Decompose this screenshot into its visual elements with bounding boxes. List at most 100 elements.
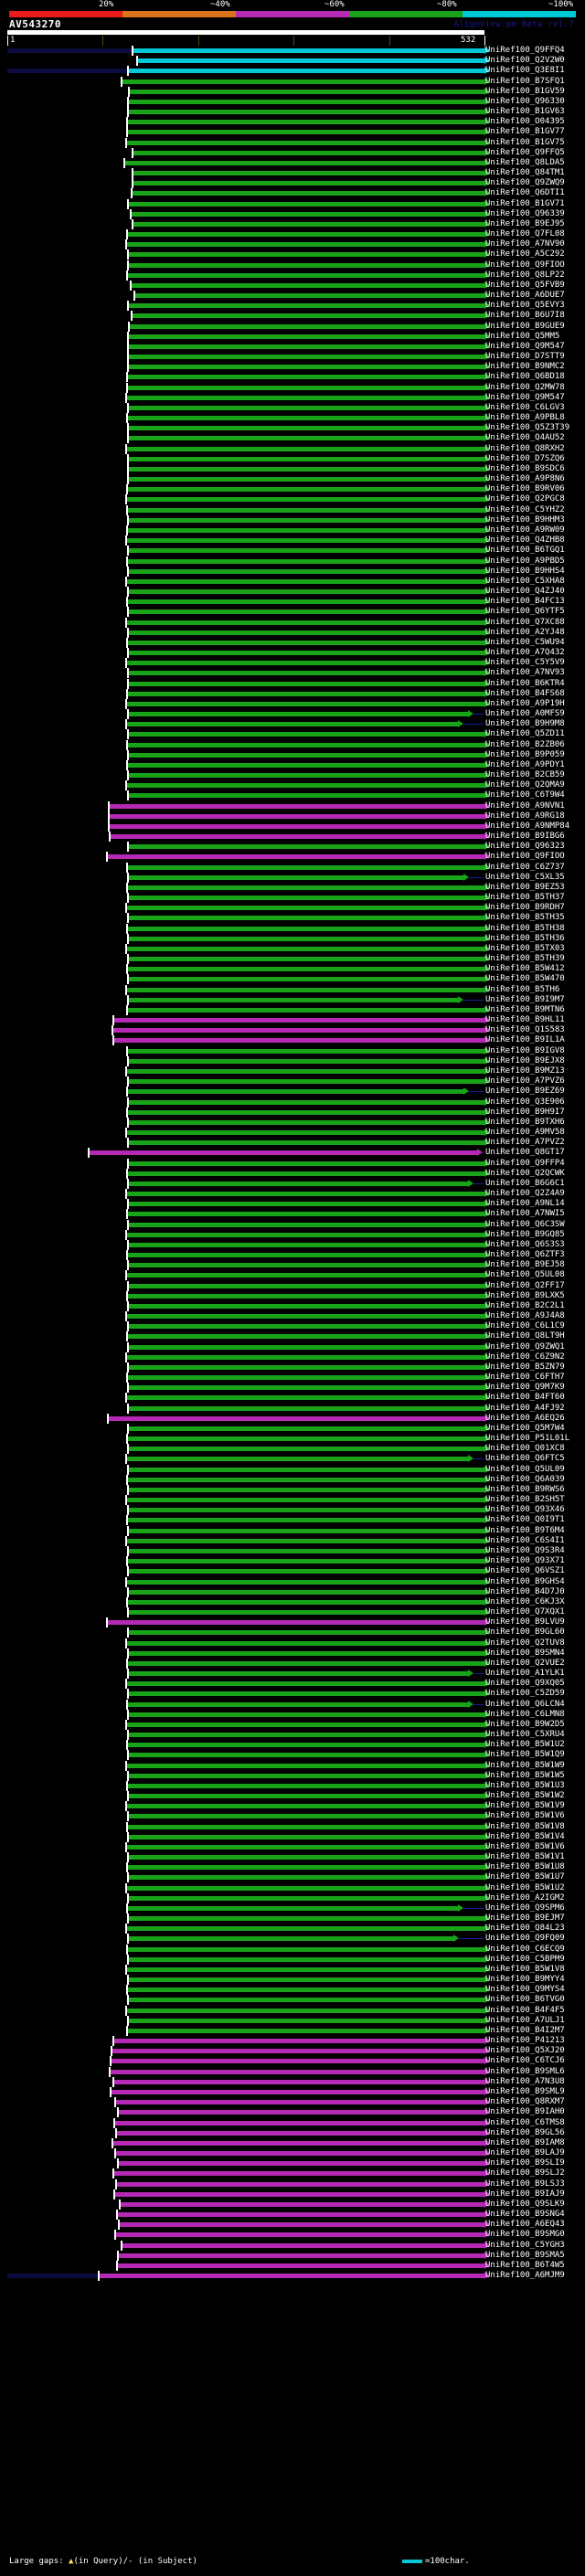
hsp-bar[interactable] (127, 201, 484, 207)
hit-label[interactable]: UniRef100_B4FC13 (485, 597, 565, 607)
hit-label[interactable]: UniRef100_Q1S583 (485, 1025, 565, 1035)
alignment-row[interactable]: UniRef100_B9IAM8 (0, 2137, 585, 2148)
hsp-bar[interactable] (115, 2100, 484, 2105)
hit-label[interactable]: UniRef100_A1YLK1 (485, 1669, 565, 1679)
hit-label[interactable]: UniRef100_B9SMG0 (485, 2230, 565, 2240)
alignment-row[interactable]: UniRef100_Q5UL08 (0, 1270, 585, 1281)
hsp-bar[interactable] (126, 375, 484, 380)
alignment-row[interactable]: UniRef100_A2IGM2 (0, 1892, 585, 1903)
hit-label[interactable]: UniRef100_B4D7J0 (485, 1586, 565, 1596)
hit-label[interactable]: UniRef100_A9RG18 (485, 811, 565, 821)
alignment-row[interactable]: UniRef100_B9IAH0 (0, 2107, 585, 2118)
hit-label[interactable]: UniRef100_B9MZ13 (485, 1066, 565, 1076)
alignment-row[interactable]: UniRef100_B9GHS4 (0, 1576, 585, 1587)
alignment-row[interactable]: UniRef100_A7Q432 (0, 648, 585, 659)
hsp-bar[interactable] (126, 1783, 484, 1788)
hit-label[interactable]: UniRef100_B5W1U2 (485, 1882, 565, 1892)
hit-label[interactable]: UniRef100_B5W1V8 (485, 1821, 565, 1831)
alignment-row[interactable]: UniRef100_Q9FFQ5 (0, 147, 585, 158)
alignment-row[interactable]: UniRef100_Q5UL09 (0, 1464, 585, 1475)
hit-label[interactable]: UniRef100_B6T4W5 (485, 2260, 565, 2270)
hit-label[interactable]: UniRef100_Q2MW78 (485, 382, 565, 392)
hsp-bar[interactable] (132, 150, 484, 155)
hit-label[interactable]: UniRef100_C6Z9N2 (485, 1352, 565, 1362)
hit-label[interactable]: UniRef100_Q9ZWQ1 (485, 1341, 565, 1352)
hsp-bar[interactable] (127, 793, 484, 799)
hit-label[interactable]: UniRef100_Q6VSZ1 (485, 1566, 565, 1576)
hsp-bar[interactable] (125, 1314, 484, 1320)
alignment-row[interactable]: UniRef100_B5TH37 (0, 893, 585, 904)
alignment-row[interactable]: UniRef100_A9MV58 (0, 1128, 585, 1139)
hsp-bar[interactable] (113, 2120, 484, 2125)
alignment-row[interactable]: UniRef100_B2C2L1 (0, 1300, 585, 1311)
hsp-bar[interactable] (126, 385, 484, 390)
hsp-bar[interactable] (126, 1701, 468, 1707)
hsp-bar[interactable] (127, 1956, 484, 1962)
alignment-row[interactable]: UniRef100_B4D7J0 (0, 1586, 585, 1597)
hsp-bar[interactable] (127, 477, 484, 482)
hsp-bar[interactable] (127, 1650, 484, 1656)
alignment-row[interactable]: UniRef100_B5W1V4 (0, 1831, 585, 1842)
alignment-row[interactable]: UniRef100_C6S4I1 (0, 1535, 585, 1546)
hit-label[interactable]: UniRef100_Q9SLK9 (485, 2199, 565, 2209)
hit-label[interactable]: UniRef100_B7SFQ1 (485, 76, 565, 86)
hsp-bar[interactable] (127, 1324, 484, 1330)
alignment-row[interactable]: UniRef100_A5C292 (0, 249, 585, 260)
alignment-row[interactable]: UniRef100_B5TH35 (0, 913, 585, 924)
hsp-bar[interactable] (125, 1804, 484, 1809)
hsp-bar[interactable] (127, 1814, 484, 1819)
hit-label[interactable]: UniRef100_Q0I9T1 (485, 1515, 565, 1525)
hsp-bar[interactable] (127, 1079, 484, 1085)
hsp-bar[interactable] (126, 416, 484, 421)
alignment-row[interactable]: UniRef100_C6FTH7 (0, 1373, 585, 1383)
alignment-row[interactable]: UniRef100_B5TH6 (0, 984, 585, 995)
hit-label[interactable]: UniRef100_A6MJM9 (485, 2271, 565, 2281)
hsp-bar[interactable] (127, 957, 484, 962)
hit-label[interactable]: UniRef100_Q2PGC8 (485, 494, 565, 504)
hsp-bar[interactable] (126, 1865, 484, 1871)
hsp-bar[interactable] (127, 651, 484, 656)
hit-label[interactable]: UniRef100_B9SML9 (485, 2087, 565, 2096)
hit-label[interactable]: UniRef100_B5W1V4 (485, 1831, 565, 1841)
hsp-bar[interactable] (119, 2222, 484, 2228)
hit-label[interactable]: UniRef100_B6KTR4 (485, 678, 565, 688)
hit-label[interactable]: UniRef100_Q2TUV8 (485, 1638, 565, 1648)
alignment-row[interactable]: UniRef100_Q9FIOO (0, 852, 585, 863)
hsp-bar[interactable] (127, 1364, 484, 1370)
hsp-bar[interactable] (127, 1058, 484, 1064)
hsp-bar[interactable] (127, 671, 484, 676)
hit-label[interactable]: UniRef100_B9RV06 (485, 484, 565, 494)
alignment-row[interactable]: UniRef100_B9EJM7 (0, 1913, 585, 1924)
alignment-row[interactable]: UniRef100_B5W1U3 (0, 1780, 585, 1791)
hsp-bar[interactable] (127, 1875, 484, 1881)
hit-label[interactable]: UniRef100_B1GV63 (485, 107, 565, 117)
hit-label[interactable]: UniRef100_B5TH6 (485, 984, 560, 994)
alignment-row[interactable]: UniRef100_B5TH36 (0, 933, 585, 944)
hsp-bar[interactable] (125, 1069, 484, 1074)
hit-label[interactable]: UniRef100_Q9FIOO (485, 852, 565, 862)
alignment-row[interactable]: UniRef100_A9PBL8 (0, 413, 585, 424)
alignment-row[interactable]: UniRef100_B9I9M7 (0, 994, 585, 1005)
hsp-bar[interactable] (126, 864, 484, 870)
alignment-row[interactable]: UniRef100_Q7XQX1 (0, 1607, 585, 1617)
alignment-row[interactable]: UniRef100_Q8LP22 (0, 270, 585, 281)
hit-label[interactable]: UniRef100_B5TH36 (485, 933, 565, 943)
hsp-bar[interactable] (125, 1498, 484, 1503)
hsp-bar[interactable] (126, 558, 484, 564)
hsp-bar[interactable] (127, 732, 484, 737)
hsp-bar[interactable] (125, 661, 484, 666)
alignment-row[interactable]: UniRef100_B1GV77 (0, 127, 585, 138)
alignment-row[interactable]: UniRef100_B5W1V9 (0, 1801, 585, 1812)
hsp-bar[interactable] (112, 1018, 484, 1023)
alignment-row[interactable]: UniRef100_Q3E8I1 (0, 66, 585, 77)
hsp-bar[interactable] (125, 722, 459, 727)
hsp-bar[interactable] (127, 844, 484, 850)
hit-label[interactable]: UniRef100_B9IAM8 (485, 2137, 565, 2147)
alignment-row[interactable]: UniRef100_C5XHA8 (0, 576, 585, 587)
hsp-bar[interactable] (137, 58, 484, 64)
hit-label[interactable]: UniRef100_B9IL1A (485, 1035, 565, 1045)
hit-label[interactable]: UniRef100_B6U7I8 (485, 311, 565, 321)
hit-label[interactable]: UniRef100_A7PVZ6 (485, 1076, 565, 1087)
hit-label[interactable]: UniRef100_A9PBL8 (485, 413, 565, 423)
hsp-bar[interactable] (127, 589, 484, 594)
